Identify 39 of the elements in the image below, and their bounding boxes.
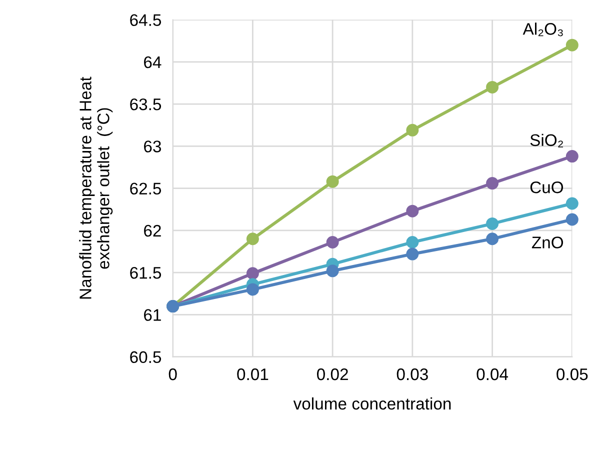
y-tick-label: 61.5 xyxy=(130,266,162,279)
point xyxy=(326,236,339,249)
point xyxy=(246,232,259,246)
point xyxy=(486,232,499,246)
point xyxy=(486,177,499,190)
x-tick-label: 0 xyxy=(168,368,177,380)
x-axis-title: volume concentration xyxy=(293,397,451,410)
point xyxy=(326,264,339,278)
y-tick-label: 62.5 xyxy=(130,182,162,195)
y-tick-label: 64.5 xyxy=(130,14,162,26)
point xyxy=(326,175,339,188)
series-label: SiO₂ xyxy=(530,134,563,148)
series-label: ZnO xyxy=(532,236,564,248)
x-tick-label: 0.01 xyxy=(237,368,268,380)
x-tick-label: 0.02 xyxy=(317,368,348,380)
point xyxy=(406,236,419,249)
point xyxy=(246,283,259,296)
y-tick-label: 64 xyxy=(144,56,162,68)
point xyxy=(406,204,419,218)
y-tick-label: 63.5 xyxy=(130,98,162,110)
y-tick-label: 61 xyxy=(144,309,161,321)
point xyxy=(486,80,499,94)
point xyxy=(566,213,578,226)
y-tick-label: 63 xyxy=(144,140,161,152)
series-label: CuO xyxy=(530,181,564,194)
x-tick-label: 0.05 xyxy=(556,368,588,380)
point xyxy=(566,197,578,210)
x-tick-label: 0.04 xyxy=(476,368,508,380)
x-tick-label: 0.03 xyxy=(396,368,428,380)
point xyxy=(566,38,578,52)
series-label: Al₂O₃ xyxy=(522,22,563,36)
y-tick-label: 62 xyxy=(144,224,161,237)
point xyxy=(406,248,419,260)
y-tick-label: 60.5 xyxy=(130,351,162,364)
y-axis-title: Nanofluid temperature at Heat exchanger outlet (°C) xyxy=(79,76,113,299)
point xyxy=(246,267,259,280)
point xyxy=(486,217,499,230)
point xyxy=(566,150,578,163)
point xyxy=(406,124,419,136)
